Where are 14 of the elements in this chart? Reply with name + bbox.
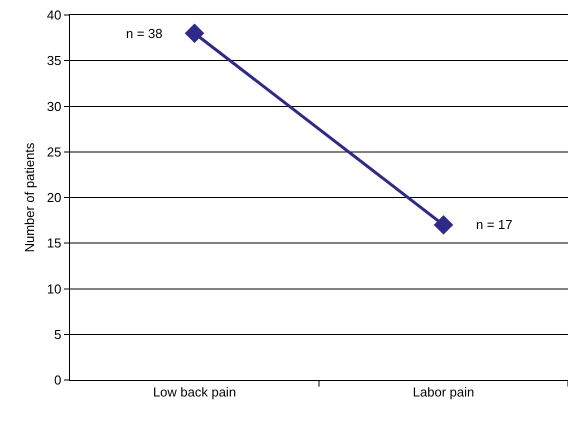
annotation: n = 38	[126, 26, 163, 41]
y-tick-label: 20	[46, 190, 62, 206]
y-axis-title: Number of patients	[22, 142, 37, 252]
x-tick-label: Labor pain	[412, 384, 474, 400]
y-tick-label: 0	[54, 372, 62, 388]
x-tick-label: Low back pain	[152, 384, 236, 400]
y-tick-label: 15	[46, 236, 62, 251]
y-tick-label: 30	[46, 98, 62, 114]
y-tick-label: 40	[46, 8, 62, 23]
annotation: n = 17	[476, 217, 513, 232]
y-tick-label: 10	[46, 281, 62, 296]
y-tick-label: 25	[46, 144, 62, 160]
y-tick-label: 5	[54, 326, 62, 342]
y-tick-label: 35	[46, 53, 62, 68]
